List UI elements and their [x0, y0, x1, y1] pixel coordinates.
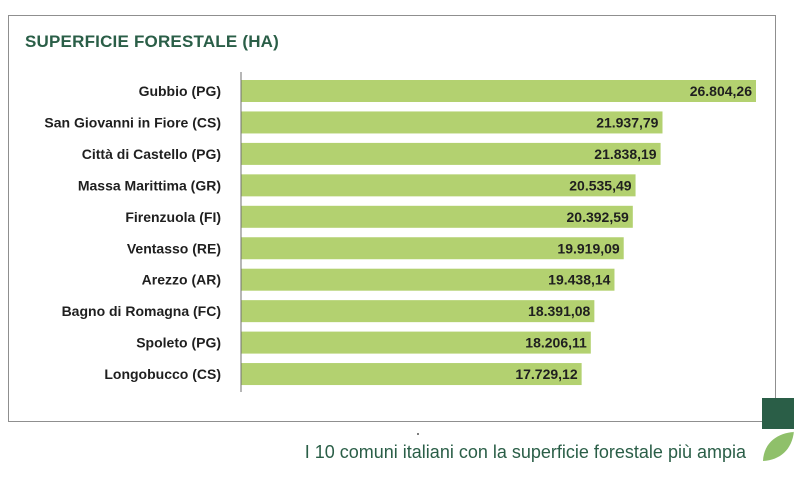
bar — [241, 111, 663, 134]
value-label: 18.391,08 — [528, 303, 590, 319]
bar — [241, 237, 624, 260]
value-label: 18.206,11 — [525, 335, 587, 351]
value-label: 21.838,19 — [594, 146, 656, 162]
value-label: 19.919,09 — [557, 240, 619, 256]
brand-square-icon — [762, 398, 794, 429]
category-label: Massa Marittima (GR) — [78, 177, 221, 193]
category-label: Firenzuola (FI) — [125, 209, 221, 225]
value-label: 19.438,14 — [548, 272, 610, 288]
bar — [241, 205, 633, 228]
value-label: 26.804,26 — [690, 83, 752, 99]
category-label: Bagno di Romagna (FC) — [62, 303, 221, 319]
bar — [241, 268, 615, 291]
bar — [241, 142, 661, 165]
category-label: San Giovanni in Fiore (CS) — [44, 114, 221, 130]
category-label: Città di Castello (PG) — [82, 146, 221, 162]
brand-leaf-shape-icon — [763, 431, 794, 461]
category-label: Spoleto (PG) — [136, 335, 221, 351]
category-label: Longobucco (CS) — [104, 366, 221, 382]
value-label: 21.937,79 — [596, 114, 658, 130]
category-label: Arezzo (AR) — [142, 272, 221, 288]
value-label: 20.535,49 — [569, 177, 631, 193]
bar — [241, 174, 636, 197]
category-label: Gubbio (PG) — [139, 83, 221, 99]
brand-leaf-icon — [762, 398, 794, 461]
category-label: Ventasso (RE) — [127, 240, 221, 256]
bar — [241, 331, 591, 354]
value-label: 17.729,12 — [515, 366, 577, 382]
chart-caption: I 10 comuni italiani con la superficie f… — [304, 442, 746, 462]
decorative-dot — [417, 433, 419, 435]
bar — [241, 300, 595, 323]
value-label: 20.392,59 — [567, 209, 629, 225]
bar — [241, 80, 756, 102]
chart-title: SUPERFICIE FORESTALE (HA) — [25, 32, 280, 51]
bar — [241, 363, 582, 386]
